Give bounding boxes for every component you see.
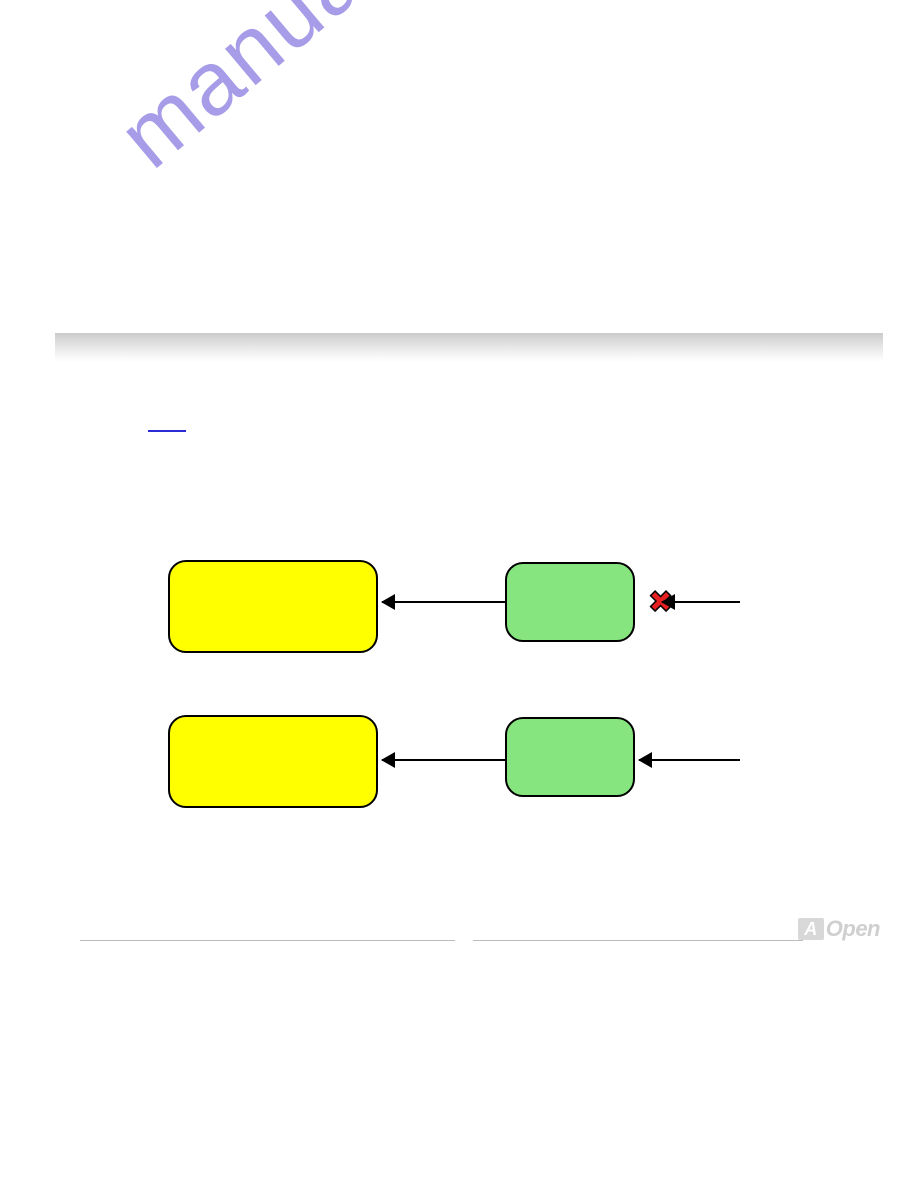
footer-rule-left [80, 940, 455, 941]
aopen-logo: A Open [798, 916, 880, 942]
header-gradient-band [55, 333, 883, 363]
row1-arrow-mid [382, 601, 505, 603]
watermark-text-fill: manualshive.com [100, 0, 726, 189]
row1-arrow-right [662, 601, 740, 603]
aopen-logo-mark: A [798, 918, 824, 940]
row1-left-box [168, 560, 378, 653]
link-underline-fragment [148, 430, 186, 432]
aopen-logo-word: Open [826, 916, 880, 942]
row1-right-box [505, 562, 635, 642]
row2-arrow-right [639, 759, 740, 761]
footer-rule-right [473, 940, 803, 941]
row2-arrow-mid [382, 759, 505, 761]
row2-right-box [505, 717, 635, 797]
watermark-text-stroke: manualshive.com [100, 0, 726, 189]
row2-left-box [168, 715, 378, 808]
